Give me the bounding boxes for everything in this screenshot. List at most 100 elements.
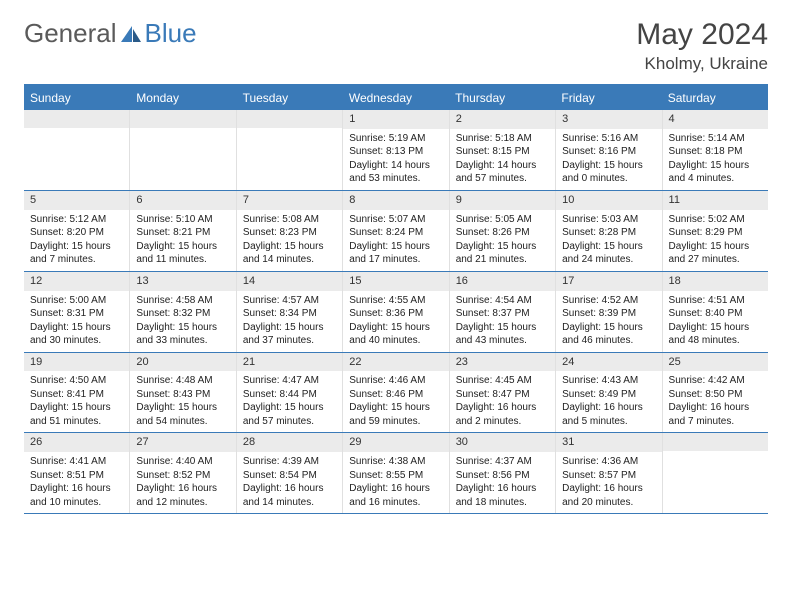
day-number xyxy=(237,110,342,128)
week-row: 19Sunrise: 4:50 AMSunset: 8:41 PMDayligh… xyxy=(24,353,768,434)
day-details: Sunrise: 4:39 AMSunset: 8:54 PMDaylight:… xyxy=(237,452,342,513)
day-details: Sunrise: 4:58 AMSunset: 8:32 PMDaylight:… xyxy=(130,291,235,352)
day-details xyxy=(237,128,342,178)
day-cell: 12Sunrise: 5:00 AMSunset: 8:31 PMDayligh… xyxy=(24,272,129,352)
day-details: Sunrise: 4:38 AMSunset: 8:55 PMDaylight:… xyxy=(343,452,448,513)
day-cell: 29Sunrise: 4:38 AMSunset: 8:55 PMDayligh… xyxy=(342,433,448,513)
day-number: 1 xyxy=(343,110,448,129)
weekday-label: Monday xyxy=(130,86,236,110)
day-number: 10 xyxy=(556,191,661,210)
title-block: May 2024 Kholmy, Ukraine xyxy=(636,18,768,74)
day-cell: 18Sunrise: 4:51 AMSunset: 8:40 PMDayligh… xyxy=(662,272,768,352)
day-details: Sunrise: 5:12 AMSunset: 8:20 PMDaylight:… xyxy=(24,210,129,271)
day-number: 24 xyxy=(556,353,661,372)
day-details: Sunrise: 5:00 AMSunset: 8:31 PMDaylight:… xyxy=(24,291,129,352)
day-details: Sunrise: 5:10 AMSunset: 8:21 PMDaylight:… xyxy=(130,210,235,271)
day-details: Sunrise: 5:05 AMSunset: 8:26 PMDaylight:… xyxy=(450,210,555,271)
day-number: 18 xyxy=(663,272,768,291)
day-details: Sunrise: 4:55 AMSunset: 8:36 PMDaylight:… xyxy=(343,291,448,352)
day-number: 7 xyxy=(237,191,342,210)
day-number: 12 xyxy=(24,272,129,291)
day-details: Sunrise: 5:08 AMSunset: 8:23 PMDaylight:… xyxy=(237,210,342,271)
day-cell: 25Sunrise: 4:42 AMSunset: 8:50 PMDayligh… xyxy=(662,353,768,433)
day-number: 14 xyxy=(237,272,342,291)
day-details: Sunrise: 4:48 AMSunset: 8:43 PMDaylight:… xyxy=(130,371,235,432)
day-details: Sunrise: 5:03 AMSunset: 8:28 PMDaylight:… xyxy=(556,210,661,271)
day-details: Sunrise: 5:18 AMSunset: 8:15 PMDaylight:… xyxy=(450,129,555,190)
logo-sail-icon xyxy=(119,24,143,44)
day-number: 13 xyxy=(130,272,235,291)
weekday-label: Tuesday xyxy=(237,86,343,110)
calendar: Sunday Monday Tuesday Wednesday Thursday… xyxy=(24,84,768,514)
day-number: 5 xyxy=(24,191,129,210)
day-details: Sunrise: 4:52 AMSunset: 8:39 PMDaylight:… xyxy=(556,291,661,352)
day-details: Sunrise: 4:41 AMSunset: 8:51 PMDaylight:… xyxy=(24,452,129,513)
day-number: 2 xyxy=(450,110,555,129)
day-number: 15 xyxy=(343,272,448,291)
day-number: 19 xyxy=(24,353,129,372)
location: Kholmy, Ukraine xyxy=(636,54,768,74)
day-details: Sunrise: 4:57 AMSunset: 8:34 PMDaylight:… xyxy=(237,291,342,352)
month-title: May 2024 xyxy=(636,18,768,52)
day-cell xyxy=(24,110,129,190)
day-number: 9 xyxy=(450,191,555,210)
day-cell: 27Sunrise: 4:40 AMSunset: 8:52 PMDayligh… xyxy=(129,433,235,513)
weekday-header: Sunday Monday Tuesday Wednesday Thursday… xyxy=(24,86,768,110)
day-cell: 7Sunrise: 5:08 AMSunset: 8:23 PMDaylight… xyxy=(236,191,342,271)
week-row: 1Sunrise: 5:19 AMSunset: 8:13 PMDaylight… xyxy=(24,110,768,191)
header: General Blue May 2024 Kholmy, Ukraine xyxy=(24,18,768,74)
weeks-container: 1Sunrise: 5:19 AMSunset: 8:13 PMDaylight… xyxy=(24,110,768,514)
logo-text-1: General xyxy=(24,18,117,49)
day-number: 26 xyxy=(24,433,129,452)
weekday-label: Sunday xyxy=(24,86,130,110)
day-details: Sunrise: 5:14 AMSunset: 8:18 PMDaylight:… xyxy=(663,129,768,190)
day-details: Sunrise: 4:42 AMSunset: 8:50 PMDaylight:… xyxy=(663,371,768,432)
day-cell: 17Sunrise: 4:52 AMSunset: 8:39 PMDayligh… xyxy=(555,272,661,352)
day-number: 3 xyxy=(556,110,661,129)
day-cell: 21Sunrise: 4:47 AMSunset: 8:44 PMDayligh… xyxy=(236,353,342,433)
day-number: 20 xyxy=(130,353,235,372)
day-details xyxy=(663,451,768,501)
week-row: 12Sunrise: 5:00 AMSunset: 8:31 PMDayligh… xyxy=(24,272,768,353)
day-cell: 6Sunrise: 5:10 AMSunset: 8:21 PMDaylight… xyxy=(129,191,235,271)
day-details: Sunrise: 5:19 AMSunset: 8:13 PMDaylight:… xyxy=(343,129,448,190)
day-cell: 11Sunrise: 5:02 AMSunset: 8:29 PMDayligh… xyxy=(662,191,768,271)
day-number: 16 xyxy=(450,272,555,291)
day-cell: 30Sunrise: 4:37 AMSunset: 8:56 PMDayligh… xyxy=(449,433,555,513)
day-cell: 3Sunrise: 5:16 AMSunset: 8:16 PMDaylight… xyxy=(555,110,661,190)
weekday-label: Wednesday xyxy=(343,86,449,110)
day-number: 29 xyxy=(343,433,448,452)
day-cell: 23Sunrise: 4:45 AMSunset: 8:47 PMDayligh… xyxy=(449,353,555,433)
day-number: 17 xyxy=(556,272,661,291)
day-cell: 16Sunrise: 4:54 AMSunset: 8:37 PMDayligh… xyxy=(449,272,555,352)
weekday-label: Thursday xyxy=(449,86,555,110)
day-details: Sunrise: 4:54 AMSunset: 8:37 PMDaylight:… xyxy=(450,291,555,352)
day-cell: 15Sunrise: 4:55 AMSunset: 8:36 PMDayligh… xyxy=(342,272,448,352)
day-details: Sunrise: 4:36 AMSunset: 8:57 PMDaylight:… xyxy=(556,452,661,513)
day-details: Sunrise: 5:16 AMSunset: 8:16 PMDaylight:… xyxy=(556,129,661,190)
day-number: 6 xyxy=(130,191,235,210)
day-cell: 22Sunrise: 4:46 AMSunset: 8:46 PMDayligh… xyxy=(342,353,448,433)
day-details xyxy=(24,128,129,178)
day-number: 25 xyxy=(663,353,768,372)
day-details: Sunrise: 4:51 AMSunset: 8:40 PMDaylight:… xyxy=(663,291,768,352)
day-number xyxy=(130,110,235,128)
day-number: 21 xyxy=(237,353,342,372)
day-cell: 31Sunrise: 4:36 AMSunset: 8:57 PMDayligh… xyxy=(555,433,661,513)
day-number: 11 xyxy=(663,191,768,210)
day-cell: 26Sunrise: 4:41 AMSunset: 8:51 PMDayligh… xyxy=(24,433,129,513)
day-cell: 9Sunrise: 5:05 AMSunset: 8:26 PMDaylight… xyxy=(449,191,555,271)
day-number: 8 xyxy=(343,191,448,210)
day-details: Sunrise: 4:47 AMSunset: 8:44 PMDaylight:… xyxy=(237,371,342,432)
day-details: Sunrise: 4:46 AMSunset: 8:46 PMDaylight:… xyxy=(343,371,448,432)
week-row: 26Sunrise: 4:41 AMSunset: 8:51 PMDayligh… xyxy=(24,433,768,514)
day-cell: 5Sunrise: 5:12 AMSunset: 8:20 PMDaylight… xyxy=(24,191,129,271)
day-number: 31 xyxy=(556,433,661,452)
day-number: 28 xyxy=(237,433,342,452)
day-number: 4 xyxy=(663,110,768,129)
week-row: 5Sunrise: 5:12 AMSunset: 8:20 PMDaylight… xyxy=(24,191,768,272)
day-cell: 14Sunrise: 4:57 AMSunset: 8:34 PMDayligh… xyxy=(236,272,342,352)
day-cell: 8Sunrise: 5:07 AMSunset: 8:24 PMDaylight… xyxy=(342,191,448,271)
day-cell xyxy=(236,110,342,190)
day-details xyxy=(130,128,235,178)
